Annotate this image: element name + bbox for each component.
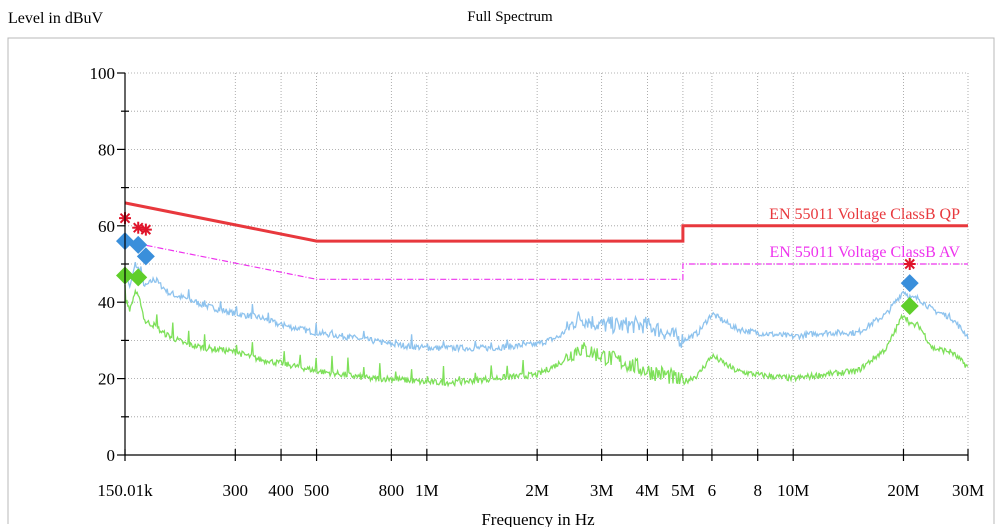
tick-labels: 0 20 40 60 80 100 150.01k 300 400 500 800 1M 2M 3M 4M 5… <box>90 64 985 500</box>
x-tick-label: 150.01k <box>97 481 153 500</box>
x-tick-label: 800 <box>379 481 405 500</box>
x-tick-label: 300 <box>223 481 249 500</box>
x-tick-label: 6 <box>708 481 717 500</box>
x-tick-label: 20M <box>887 481 919 500</box>
spectrum-trace <box>124 284 969 388</box>
chart-title: Full Spectrum <box>467 9 553 25</box>
x-tick-label: 8 <box>753 481 762 500</box>
traces <box>124 261 969 388</box>
y-tick-label: 20 <box>98 370 115 389</box>
diamond-marker <box>136 247 155 266</box>
x-tick-label: 3M <box>590 481 614 500</box>
y-axis-label: Level in dBuV <box>8 10 104 27</box>
grid <box>124 72 969 455</box>
axes <box>117 72 969 461</box>
x-axis-label: Frequency in Hz <box>481 510 595 527</box>
outer-frame <box>7 37 995 524</box>
limit-line-label: EN 55011 Voltage ClassB QP <box>769 206 960 223</box>
diamond-marker <box>129 268 148 287</box>
x-tick-label: 400 <box>268 481 294 500</box>
limit-labels: EN 55011 Voltage ClassB QP EN 55011 Volta… <box>769 206 960 261</box>
x-tick-label: 4M <box>636 481 660 500</box>
limit-lines <box>124 201 968 280</box>
limit-line <box>124 240 968 280</box>
y-tick-label: 80 <box>98 140 115 159</box>
y-tick-label: 0 <box>107 446 116 465</box>
x-tick-label: 5M <box>671 481 695 500</box>
x-tick-label: 2M <box>525 481 549 500</box>
x-tick-label: 30M <box>952 481 984 500</box>
limit-line-label: EN 55011 Voltage ClassB AV <box>769 244 960 261</box>
x-tick-label: 500 <box>304 481 330 500</box>
limit-line <box>124 201 968 243</box>
star-marker <box>139 223 152 236</box>
y-tick-label: 60 <box>98 217 115 236</box>
x-tick-label: 1M <box>415 481 439 500</box>
diamond-marker <box>900 274 919 293</box>
y-tick-label: 100 <box>90 64 116 83</box>
diamond-marker <box>900 297 919 316</box>
spectrum-trace <box>124 261 969 354</box>
star-marker <box>132 221 145 234</box>
x-tick-label: 10M <box>777 481 809 500</box>
star-marker <box>903 258 916 270</box>
diamond-marker <box>129 235 148 254</box>
y-tick-label: 40 <box>98 293 115 312</box>
